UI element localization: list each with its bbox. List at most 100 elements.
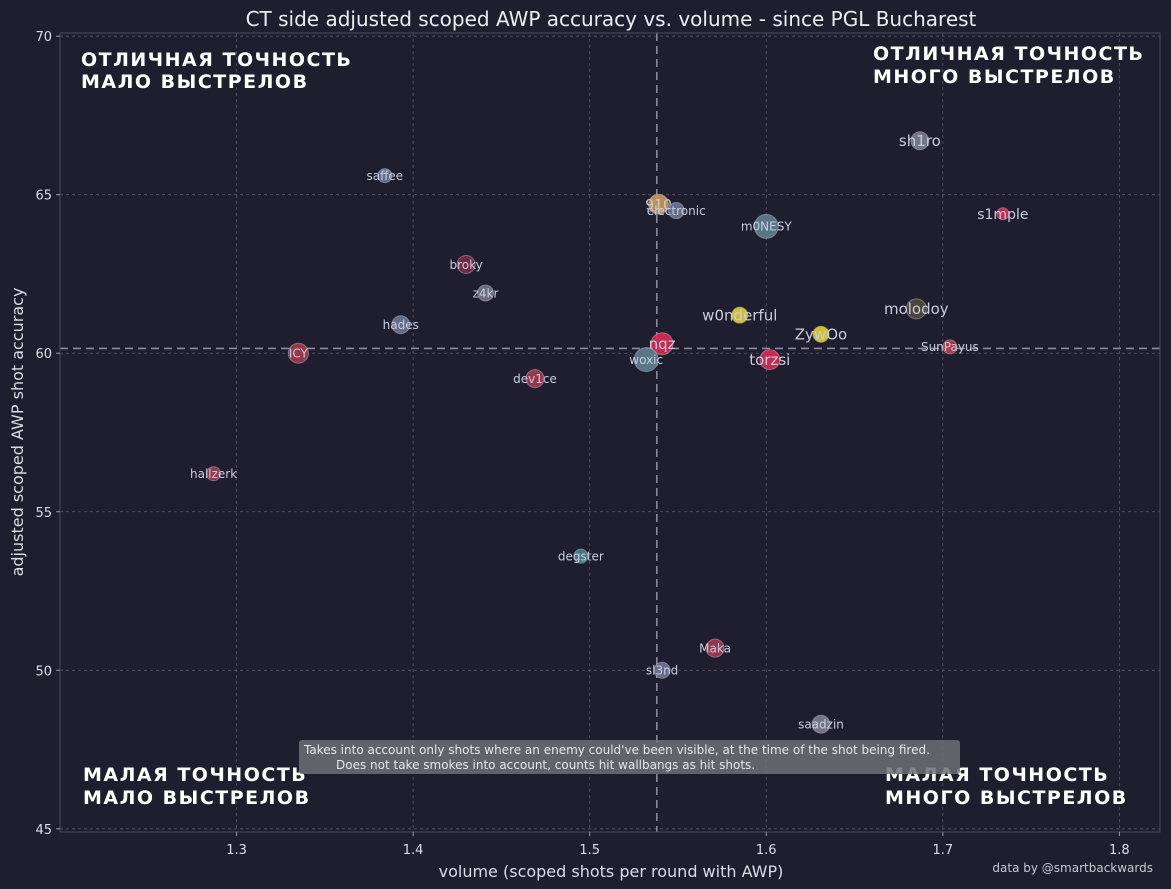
- player-hades: hades: [383, 315, 419, 335]
- data-point-label: torzsi: [749, 351, 790, 369]
- quadrant-bottom-left-line1: МАЛАЯ ТОЧНОСТЬ: [83, 764, 307, 786]
- data-point-label: m0NESY: [741, 220, 793, 234]
- data-credit: data by @smartbackwards: [992, 861, 1153, 875]
- data-point: [653, 661, 671, 679]
- player-saadzin: saadzin: [798, 714, 844, 734]
- x-axis-ticks: 1.3 1.4 1.5 1.6 1.7 1.8: [226, 832, 1130, 858]
- data-point: [905, 298, 927, 320]
- player-z4kr: z4kr: [473, 284, 499, 302]
- data-point: [650, 332, 674, 356]
- data-point: [391, 315, 411, 335]
- x-axis-label: volume (scoped shots per round with AWP): [439, 862, 784, 881]
- data-point: [525, 369, 545, 389]
- data-point: [287, 342, 309, 364]
- quadrant-bottom-right-line2: МНОГО ВЫСТРЕЛОВ: [885, 787, 1128, 809]
- data-point: [759, 349, 781, 371]
- player-torzsi: torzsi: [749, 349, 790, 371]
- player-m0nesy: m0NESY: [741, 213, 793, 239]
- y-tick-label: 70: [35, 30, 52, 45]
- player-electronic: electronic: [647, 202, 706, 220]
- x-tick-label: 1.7: [932, 843, 953, 858]
- quadrant-top-left-line1: ОТЛИЧНАЯ ТОЧНОСТЬ: [81, 49, 352, 71]
- data-point-label: hades: [383, 318, 419, 332]
- data-point-label: degster: [558, 549, 604, 563]
- quadrant-bottom-left: МАЛАЯ ТОЧНОСТЬ МАЛО ВЫСТРЕЛОВ: [83, 764, 311, 809]
- quadrant-top-right-line1: ОТЛИЧНАЯ ТОЧНОСТЬ: [873, 43, 1144, 65]
- data-point: [573, 548, 589, 564]
- note-box: [299, 740, 960, 774]
- data-point-label: dev1ce: [513, 372, 557, 386]
- player-woxic: woxic: [629, 347, 663, 373]
- player-saffee: saffee: [367, 168, 404, 184]
- y-axis-label: adjusted scoped AWP shot accuracy: [8, 288, 27, 577]
- data-point-label: Maka: [699, 641, 731, 655]
- quadrant-bottom-left-line2: МАЛО ВЫСТРЕЛОВ: [83, 787, 311, 809]
- player-sunpayus: SunPayus: [921, 339, 979, 355]
- data-point: [942, 339, 958, 355]
- data-point: [667, 202, 685, 220]
- data-point-label: woxic: [629, 353, 663, 367]
- data-point-label: sh1ro: [899, 132, 941, 150]
- data-point-label: electronic: [647, 204, 706, 218]
- data-point: [456, 254, 476, 274]
- y-tick-label: 45: [35, 823, 52, 838]
- methodology-note: Takes into account only shots where an e…: [299, 740, 960, 774]
- data-point: [910, 131, 930, 151]
- x-tick-label: 1.4: [403, 843, 424, 858]
- x-tick-label: 1.5: [579, 843, 600, 858]
- y-tick-label: 60: [35, 347, 52, 362]
- data-point-label: broky: [449, 258, 482, 272]
- data-point: [206, 466, 222, 482]
- plot-area: [59, 32, 1161, 833]
- data-point: [996, 207, 1010, 221]
- player-zywoo: ZywOo: [795, 326, 847, 344]
- quadrant-top-left: ОТЛИЧНАЯ ТОЧНОСТЬ МАЛО ВЫСТРЕЛОВ: [81, 49, 352, 93]
- grid-lines: [60, 33, 1160, 832]
- data-point: [377, 168, 393, 184]
- data-point: [705, 638, 725, 658]
- data-point-label: ICY: [289, 347, 309, 361]
- data-point-label: 910: [645, 197, 672, 213]
- quadrant-top-left-line2: МАЛО ВЫСТРЕЛОВ: [81, 71, 309, 93]
- data-point: [753, 213, 779, 239]
- data-point-label: saadzin: [798, 718, 844, 732]
- data-point-label: SunPayus: [921, 340, 979, 354]
- quadrant-top-right: ОТЛИЧНАЯ ТОЧНОСТЬ МНОГО ВЫСТРЕЛОВ: [873, 43, 1144, 88]
- player-degster: degster: [558, 548, 604, 564]
- y-tick-label: 50: [35, 664, 52, 679]
- data-point-label: z4kr: [473, 286, 499, 300]
- data-point-label: s1mple: [977, 207, 1028, 223]
- x-tick-label: 1.3: [226, 843, 247, 858]
- player-sl3nd: sl3nd: [646, 661, 678, 679]
- player-910: 910: [645, 193, 672, 215]
- player-maka: Maka: [699, 638, 731, 658]
- data-point-label: sl3nd: [646, 664, 678, 678]
- player-broky: broky: [449, 254, 483, 274]
- y-axis-ticks: 45 50 55 60 65 70: [35, 30, 60, 838]
- note-line1: Takes into account only shots where an e…: [303, 743, 930, 757]
- data-point: [477, 284, 495, 302]
- x-tick-label: 1.6: [756, 843, 777, 858]
- chart-title: CT side adjusted scoped AWP accuracy vs.…: [246, 7, 977, 31]
- data-point: [648, 193, 670, 215]
- data-point-label: ZywOo: [795, 326, 847, 344]
- note-line2: Does not take smokes into account, count…: [336, 758, 755, 772]
- quadrant-top-right-line2: МНОГО ВЫСТРЕЛОВ: [873, 66, 1116, 88]
- y-tick-label: 65: [35, 189, 52, 204]
- data-point-label: nqz: [649, 335, 676, 353]
- data-point: [812, 325, 830, 343]
- player-w0nderful: w0nderful: [702, 307, 777, 325]
- player-nqz: nqz: [649, 332, 676, 356]
- data-point: [811, 714, 831, 734]
- player-hallzerk: hallzerk: [190, 466, 237, 482]
- player-icy: ICY: [287, 342, 309, 364]
- data-point-label: molodoy: [884, 300, 949, 318]
- x-tick-label: 1.8: [1109, 843, 1130, 858]
- data-point: [633, 347, 659, 373]
- data-point-label: saffee: [367, 169, 404, 183]
- player-sh1ro: sh1ro: [899, 131, 941, 151]
- data-point-label: hallzerk: [190, 467, 237, 481]
- mean-lines: [60, 33, 1160, 832]
